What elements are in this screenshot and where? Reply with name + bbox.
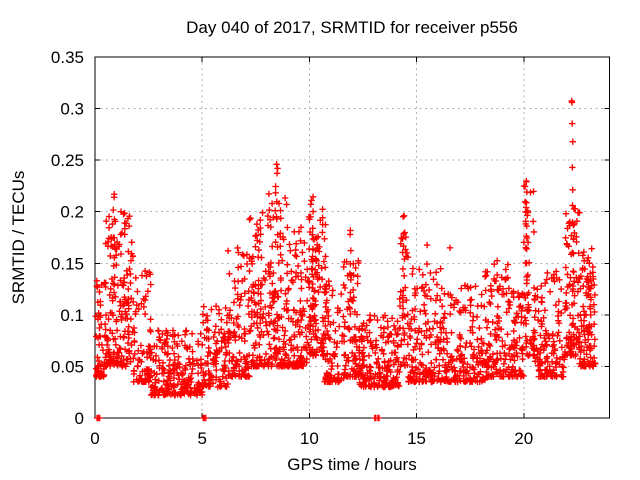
- svg-text:5: 5: [197, 429, 206, 448]
- svg-text:10: 10: [300, 429, 319, 448]
- chart-title: Day 040 of 2017, SRMTID for receiver p55…: [186, 18, 518, 37]
- x-axis-label: GPS time / hours: [287, 455, 416, 474]
- x-tick-labels: 0 5 10 15 20: [90, 429, 533, 448]
- svg-text:20: 20: [514, 429, 533, 448]
- svg-text:0.1: 0.1: [60, 306, 84, 325]
- svg-text:0.3: 0.3: [60, 100, 84, 119]
- svg-text:0.15: 0.15: [51, 254, 84, 273]
- y-axis-label: SRMTID / TECUs: [9, 171, 28, 305]
- svg-text:0: 0: [90, 429, 99, 448]
- data-points: [92, 97, 599, 422]
- svg-text:15: 15: [407, 429, 426, 448]
- svg-text:0.05: 0.05: [51, 357, 84, 376]
- y-tick-labels: 0 0.05 0.1 0.15 0.2 0.25 0.3 0.35: [51, 48, 84, 428]
- plot-border: [94, 56, 610, 419]
- svg-text:0.25: 0.25: [51, 151, 84, 170]
- svg-text:0.2: 0.2: [60, 203, 84, 222]
- svg-text:0.35: 0.35: [51, 48, 84, 67]
- svg-text:0: 0: [75, 409, 84, 428]
